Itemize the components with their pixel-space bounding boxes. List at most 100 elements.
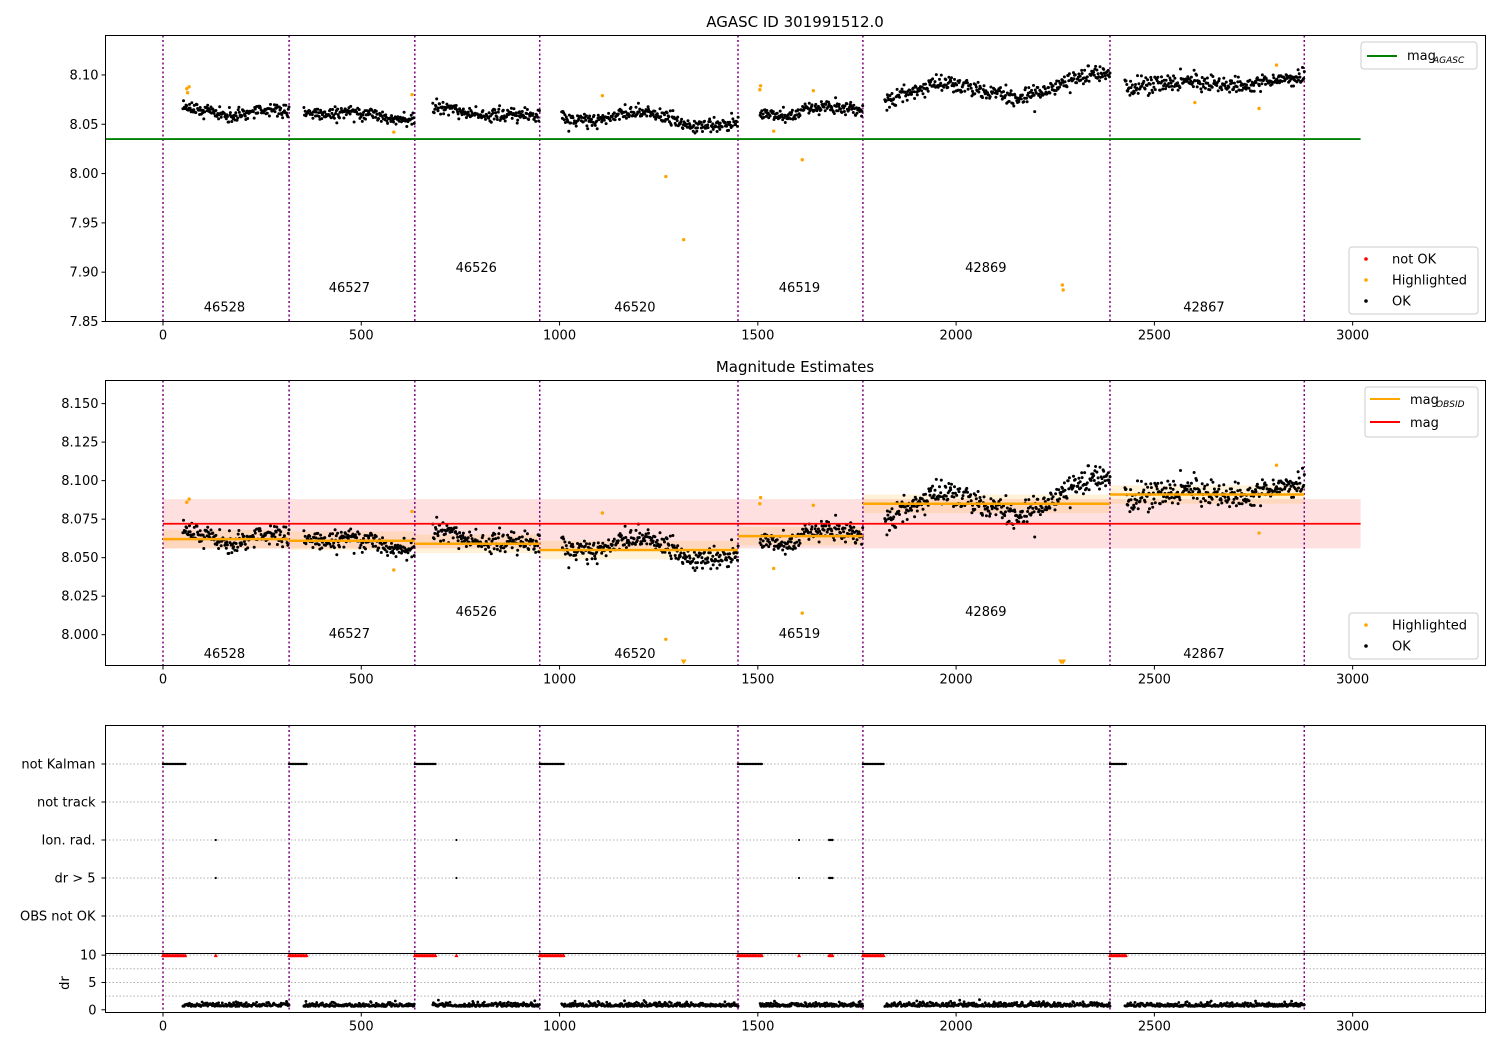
magnitude-ok-point [1128, 510, 1132, 514]
agasc-ok-point [431, 101, 435, 105]
magnitude-ok-point [667, 543, 671, 547]
magnitude-ok-point [914, 497, 918, 501]
magnitude-highlighted-point-5 [664, 637, 668, 642]
agasc-ok-point [1210, 85, 1214, 89]
agasc-ok-point [823, 109, 827, 113]
legend-label-mag-obsid: mag [1410, 393, 1439, 408]
magnitude-ok-point [1146, 485, 1150, 489]
agasc-ok-point [524, 116, 527, 119]
magnitude-ok-point [1100, 477, 1104, 481]
agasc-ok-point [1195, 85, 1199, 89]
magnitude-ok-point [640, 542, 644, 546]
magnitude-ok-point [1300, 487, 1304, 491]
magnitude-ok-point [957, 490, 961, 494]
magnitude-ok-point [894, 525, 898, 529]
agasc-ok-point [960, 90, 964, 94]
magnitude-ok-point [678, 554, 682, 558]
magnitude-ok-point [1228, 505, 1232, 509]
agasc-ok-point [986, 91, 989, 95]
magnitude-ok-point [1087, 464, 1090, 468]
magnitude-ok-point [950, 482, 953, 486]
magnitude-ok-point [320, 546, 324, 550]
agasc-ok-point [1034, 91, 1038, 95]
agasc-ok-point [466, 110, 470, 114]
agasc-ok-point [663, 113, 666, 117]
magnitude-ok-point [333, 528, 337, 532]
agasc-ok-point [492, 117, 496, 121]
agasc-ok-point [837, 102, 841, 106]
agasc-ok-point [1130, 83, 1134, 87]
magnitude-ok-point [582, 539, 586, 543]
magnitude-ok-point [279, 530, 283, 534]
agasc-ok-point [974, 85, 978, 89]
dr-point [217, 1001, 221, 1005]
agasc-ok-point [256, 111, 260, 115]
magnitude-ok-point [456, 535, 460, 539]
magnitude-ok-point [1184, 484, 1188, 488]
magnitude-ok-point [669, 557, 673, 561]
agasc-ok-point [910, 92, 913, 96]
magnitude-ytick-label-8.025: 8.025 [61, 590, 98, 605]
agasc-ok-point [998, 89, 1002, 93]
agasc-ok-point [251, 110, 255, 114]
magnitude-ok-point [953, 491, 957, 495]
agasc-ok-point [808, 109, 812, 113]
agasc-ok-point [269, 102, 272, 106]
agasc-ok-point [651, 112, 655, 116]
agasc-ok-point [908, 88, 912, 92]
magnitude-ok-point [520, 535, 524, 539]
magnitude-ok-point [1038, 513, 1042, 517]
agasc-ok-point [487, 111, 491, 115]
agasc-ok-point [991, 90, 995, 94]
magnitude-ok-point [490, 539, 494, 543]
magnitude-ok-point [585, 542, 588, 546]
magnitude-ok-point [1129, 498, 1133, 502]
agasc-ok-point [1013, 93, 1017, 97]
agasc-ok-point [328, 108, 332, 111]
agasc-ok-point [989, 85, 993, 89]
magnitude-ok-point [1224, 489, 1228, 493]
magnitude-ok-point [955, 493, 959, 497]
magnitude-ok-point [616, 539, 620, 543]
dr-point [533, 999, 537, 1003]
agasc-ok-point [1139, 74, 1143, 78]
agasc-highlighted-point-6 [664, 174, 668, 179]
agasc-ok-point [440, 105, 444, 109]
agasc-ok-point [845, 102, 849, 106]
magnitude-ok-point [1089, 478, 1093, 482]
dr-point [1019, 1004, 1023, 1008]
agasc-ok-point [503, 119, 507, 123]
magnitude-ok-point [1262, 485, 1266, 489]
agasc-highlighted-point-11 [800, 158, 804, 162]
agasc-ok-point [435, 97, 439, 101]
magnitude-ok-point [668, 534, 672, 538]
magnitude-ok-point [316, 531, 320, 535]
agasc-ok-point [481, 109, 485, 113]
agasc-ok-point [861, 104, 865, 108]
magnitude-ok-point [1015, 518, 1019, 522]
magnitude-ok-point [311, 546, 315, 549]
agasc-ok-point [623, 114, 626, 118]
agasc-ok-point [397, 119, 401, 123]
agasc-ok-point [374, 109, 378, 113]
agasc-ok-point [1027, 86, 1031, 90]
agasc-ok-point [736, 124, 739, 128]
agasc-ok-point [225, 115, 229, 119]
agasc-ok-point [1092, 73, 1096, 77]
agasc-ok-point [768, 114, 772, 118]
magnitude-ok-point [339, 530, 343, 534]
magnitude-ok-point [923, 513, 927, 517]
magnitude-ok-point [1247, 499, 1251, 503]
magnitude-ok-point [768, 542, 772, 546]
magnitude-ok-point [1162, 495, 1166, 499]
agasc-ok-point [1103, 74, 1107, 78]
magnitude-ok-point [1003, 514, 1007, 518]
magnitude-ok-point [273, 535, 277, 539]
agasc-ok-point [969, 83, 973, 86]
agasc-ok-point [381, 110, 384, 114]
agasc-ok-point [700, 123, 704, 127]
agasc-ok-point [1235, 85, 1239, 89]
magnitude-xtick-label-1500: 1500 [741, 673, 774, 688]
agasc-ok-point [711, 127, 715, 131]
magnitude-ok-point [810, 525, 814, 529]
